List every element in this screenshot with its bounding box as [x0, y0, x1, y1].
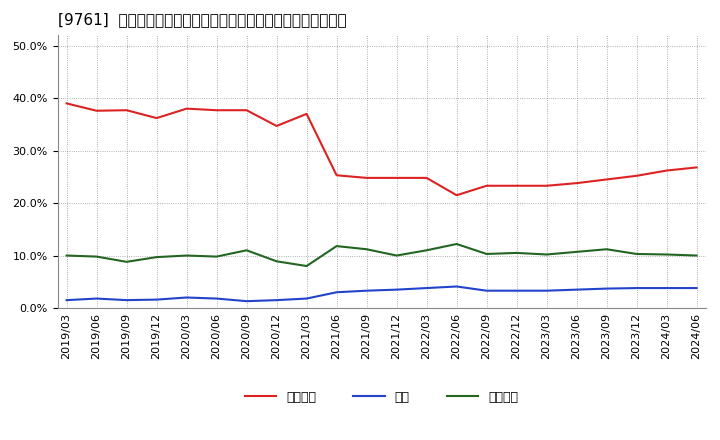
売上債権 [572, 180, 581, 186]
売上債権 [92, 108, 101, 114]
売上債権 [452, 193, 461, 198]
売上債権 [333, 172, 341, 178]
買入債務 [242, 248, 251, 253]
在庫 [482, 288, 491, 293]
在庫 [602, 286, 611, 291]
売上債権 [602, 177, 611, 182]
在庫 [92, 296, 101, 301]
買入債務 [662, 252, 671, 257]
在庫 [242, 299, 251, 304]
在庫 [212, 296, 221, 301]
在庫 [302, 296, 311, 301]
売上債権 [662, 168, 671, 173]
買入債務 [632, 251, 641, 257]
買入債務 [212, 254, 221, 259]
売上債権 [542, 183, 551, 188]
買入債務 [693, 253, 701, 258]
売上債権 [513, 183, 521, 188]
Legend: 売上債権, 在庫, 買入債務: 売上債権, 在庫, 買入債務 [245, 391, 518, 403]
売上債権 [122, 107, 131, 113]
在庫 [62, 297, 71, 303]
在庫 [362, 288, 371, 293]
買入債務 [122, 259, 131, 264]
Line: 売上債権: 売上債権 [66, 103, 697, 195]
在庫 [392, 287, 401, 292]
売上債権 [632, 173, 641, 179]
売上債権 [212, 107, 221, 113]
売上債権 [362, 175, 371, 180]
買入債務 [333, 243, 341, 249]
在庫 [153, 297, 161, 302]
売上債権 [302, 111, 311, 117]
買入債務 [542, 252, 551, 257]
在庫 [452, 284, 461, 289]
在庫 [422, 286, 431, 291]
売上債権 [62, 101, 71, 106]
買入債務 [572, 249, 581, 254]
買入債務 [392, 253, 401, 258]
買入債務 [422, 248, 431, 253]
売上債権 [242, 107, 251, 113]
買入債務 [513, 250, 521, 256]
買入債務 [62, 253, 71, 258]
在庫 [662, 286, 671, 291]
在庫 [333, 290, 341, 295]
在庫 [693, 286, 701, 291]
買入債務 [92, 254, 101, 259]
買入債務 [182, 253, 191, 258]
売上債権 [422, 175, 431, 180]
在庫 [632, 286, 641, 291]
買入債務 [452, 242, 461, 247]
売上債権 [482, 183, 491, 188]
在庫 [122, 297, 131, 303]
買入債務 [153, 254, 161, 260]
買入債務 [272, 259, 281, 264]
在庫 [513, 288, 521, 293]
買入債務 [362, 246, 371, 252]
Text: [9761]  売上債権、在庫、買入債務の総資産に対する比率の推移: [9761] 売上債権、在庫、買入債務の総資産に対する比率の推移 [58, 12, 346, 27]
買入債務 [482, 251, 491, 257]
売上債権 [392, 175, 401, 180]
売上債権 [182, 106, 191, 111]
売上債権 [272, 123, 281, 128]
在庫 [542, 288, 551, 293]
売上債権 [153, 115, 161, 121]
買入債務 [302, 264, 311, 269]
Line: 買入債務: 買入債務 [66, 244, 697, 266]
在庫 [272, 297, 281, 303]
売上債権 [693, 165, 701, 170]
在庫 [572, 287, 581, 292]
在庫 [182, 295, 191, 300]
Line: 在庫: 在庫 [66, 286, 697, 301]
買入債務 [602, 246, 611, 252]
